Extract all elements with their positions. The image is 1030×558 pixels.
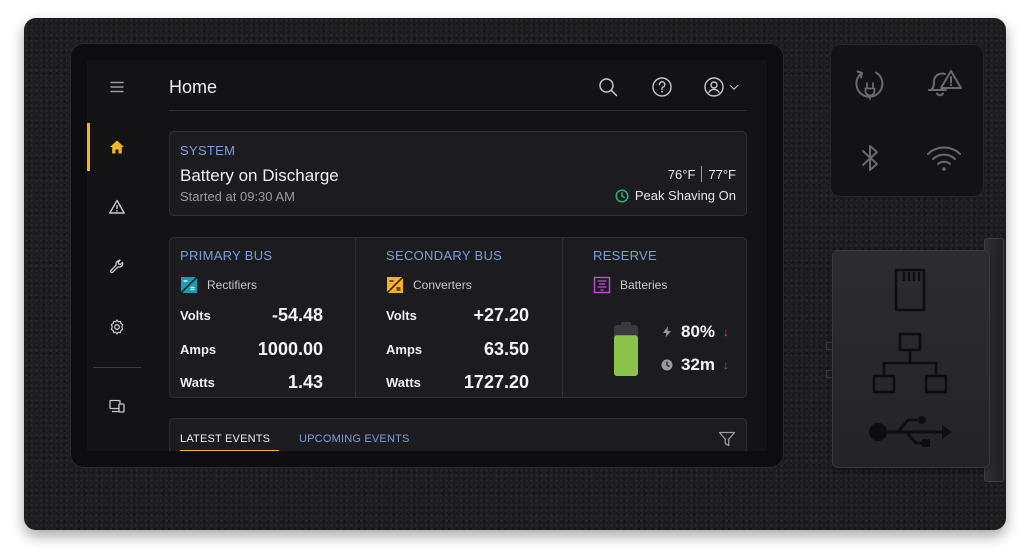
- bluetooth-status: [850, 138, 890, 178]
- primary-bus-source-label: Rectifiers: [207, 278, 258, 292]
- primary-bus-source: Rectifiers: [180, 276, 257, 294]
- reserve-runtime-row: 32m ↓: [661, 355, 729, 375]
- wifi-status: [924, 138, 964, 178]
- runtime-trend-arrow: ↓: [723, 358, 730, 372]
- account-menu-button[interactable]: [703, 74, 749, 100]
- primary-bus-title: PRIMARY BUS: [180, 248, 273, 263]
- wifi-icon: [927, 146, 961, 171]
- page-title: Home: [169, 77, 218, 97]
- column-divider: [355, 238, 356, 397]
- secondary-volts-value: +27.20: [473, 305, 529, 325]
- battery-string-icon: [593, 276, 611, 294]
- menu-button[interactable]: [87, 67, 147, 107]
- reserve-charge-row: 80% ↓: [661, 322, 729, 342]
- active-tab-underline: [180, 450, 279, 451]
- primary-watts-value: 1.43: [287, 372, 323, 392]
- filter-icon[interactable]: [718, 430, 736, 448]
- chevron-down-icon: [729, 84, 739, 90]
- reserve-source-label: Batteries: [620, 278, 668, 292]
- battery-fill: [614, 335, 638, 376]
- sidebar-item-devices[interactable]: [87, 386, 147, 426]
- column-divider: [562, 238, 563, 397]
- reserve-panel[interactable]: RESERVE Batteries 80% ↓ 32m ↓: [583, 238, 746, 397]
- power-bus-card: PRIMARY BUS Rectifiers Volts -54.48 Amps…: [169, 237, 747, 398]
- system-status: Battery on Discharge: [180, 166, 339, 185]
- sidebar: [87, 60, 147, 451]
- system-label: SYSTEM: [180, 143, 236, 158]
- gear-icon: [110, 319, 124, 335]
- secondary-bus-source: Converters: [386, 276, 472, 294]
- header-divider: [169, 110, 747, 111]
- reserve-title: RESERVE: [593, 248, 657, 263]
- sidebar-item-maintenance[interactable]: [87, 247, 147, 287]
- usb-icon: [869, 416, 952, 447]
- secondary-bus-source-label: Converters: [413, 278, 472, 292]
- account-icon: [704, 77, 724, 97]
- primary-bus-panel[interactable]: PRIMARY BUS Rectifiers Volts -54.48 Amps…: [170, 238, 355, 397]
- sidebar-item-settings[interactable]: [87, 307, 147, 347]
- sd-card-icon: [894, 268, 926, 312]
- temperature-1: 76°F: [667, 166, 696, 182]
- ethernet-icon: [872, 332, 948, 394]
- wrench-icon: [109, 259, 124, 274]
- primary-volts-label: Volts: [180, 308, 211, 323]
- primary-volts-value: -54.48: [271, 305, 323, 325]
- hardware-status-panel: [830, 44, 984, 197]
- warning-icon: [109, 199, 125, 214]
- secondary-volts-label: Volts: [386, 308, 417, 323]
- secondary-bus-title: SECONDARY BUS: [386, 248, 503, 263]
- bluetooth-icon: [862, 145, 878, 171]
- sidebar-divider: [93, 367, 141, 368]
- devices-icon: [109, 399, 125, 413]
- tab-latest-events[interactable]: LATEST EVENTS: [180, 433, 271, 445]
- sidebar-item-alarms[interactable]: [87, 187, 147, 227]
- search-icon: [599, 78, 618, 97]
- lightning-icon: [663, 326, 671, 338]
- temperature-2: 77°F: [708, 166, 736, 182]
- temperature-readout: 76°F 77°F: [668, 166, 736, 182]
- alarm-bell-icon: [928, 70, 962, 97]
- charge-trend-arrow: ↓: [723, 325, 730, 339]
- mode-label: Peak Shaving On: [634, 188, 736, 203]
- system-started-time: Started at 09:30 AM: [180, 189, 295, 204]
- converter-icon: [386, 276, 404, 294]
- reserve-charge-value: 80%: [681, 322, 716, 341]
- rectifier-icon: [180, 276, 198, 294]
- reserve-source: Batteries: [593, 276, 667, 294]
- power-cycle-status: [850, 64, 890, 104]
- touch-screen: Home SYSTEM Battery on Discharge Started…: [87, 60, 767, 451]
- clock-icon: [615, 188, 629, 203]
- port-door[interactable]: [832, 250, 990, 468]
- primary-amps-label: Amps: [180, 342, 217, 357]
- system-card[interactable]: SYSTEM Battery on Discharge Started at 0…: [169, 131, 747, 216]
- tab-upcoming-events[interactable]: UPCOMING EVENTS: [299, 433, 410, 445]
- secondary-watts-value: 1727.20: [463, 372, 529, 392]
- reserve-runtime-value: 32m: [681, 355, 716, 374]
- alarm-status: [924, 62, 964, 102]
- primary-watts-label: Watts: [180, 375, 215, 390]
- power-cycle-icon: [855, 70, 884, 100]
- hamburger-icon: [110, 81, 124, 93]
- battery-level-icon: [614, 322, 638, 376]
- secondary-amps-value: 63.50: [483, 339, 529, 359]
- home-icon: [110, 140, 124, 154]
- search-button[interactable]: [595, 74, 621, 100]
- active-indicator: [87, 123, 90, 171]
- primary-amps-value: 1000.00: [257, 339, 323, 359]
- mode-status: Peak Shaving On: [615, 188, 736, 203]
- secondary-amps-label: Amps: [386, 342, 423, 357]
- secondary-watts-label: Watts: [386, 375, 421, 390]
- help-button[interactable]: [649, 74, 675, 100]
- secondary-bus-panel[interactable]: SECONDARY BUS Converters Volts +27.20 Am…: [376, 238, 562, 397]
- events-card: LATEST EVENTS UPCOMING EVENTS: [169, 418, 747, 451]
- help-icon: [652, 77, 672, 97]
- sidebar-item-home[interactable]: [87, 127, 147, 167]
- clock-icon: [661, 359, 673, 371]
- temperature-separator: [701, 166, 703, 182]
